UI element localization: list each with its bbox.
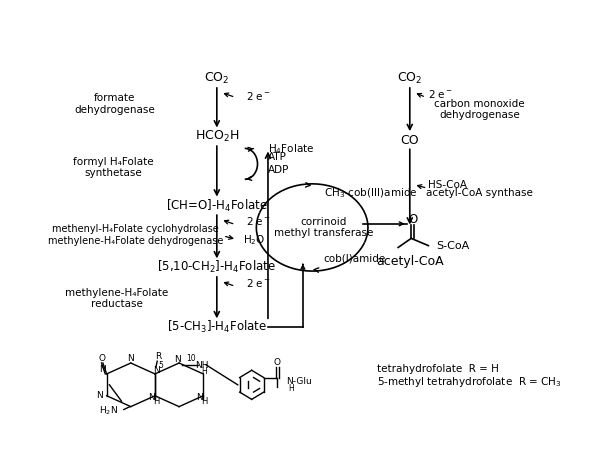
Text: N-Glu: N-Glu [286,377,312,386]
Text: CH$_3$-cob(III)amide: CH$_3$-cob(III)amide [324,186,418,200]
Text: cob(I)amide: cob(I)amide [324,253,386,263]
Text: H$_4$Folate: H$_4$Folate [268,143,314,156]
Text: methenyl-H₄Folate cyclohydrolase
methylene-H₄Folate dehydrogenase: methenyl-H₄Folate cyclohydrolase methyle… [48,224,223,245]
Text: N: N [100,365,106,374]
Text: H: H [201,367,206,376]
Text: N: N [96,391,103,400]
Text: 5-methyl tetrahydrofolate  R = CH$_3$: 5-methyl tetrahydrofolate R = CH$_3$ [377,375,562,389]
Text: H: H [288,384,294,393]
Text: 2 e$^-$: 2 e$^-$ [246,90,271,101]
Text: CO$_2$: CO$_2$ [204,71,229,86]
Text: H: H [153,396,159,405]
Text: NH: NH [194,362,208,371]
Text: R: R [155,352,162,361]
Text: N: N [153,366,160,375]
Text: 10: 10 [186,354,196,363]
Text: CO: CO [400,134,419,147]
Text: H$_2$O: H$_2$O [244,234,266,247]
Text: 5: 5 [158,362,163,371]
Text: N: N [174,355,181,364]
Text: [CH=O]-H$_4$Folate: [CH=O]-H$_4$Folate [166,198,268,214]
Text: carbon monoxide
dehydrogenase: carbon monoxide dehydrogenase [434,99,525,120]
Text: O: O [99,354,106,363]
Text: HS-CoA: HS-CoA [428,179,467,190]
Text: S-CoA: S-CoA [436,241,470,252]
Text: N: N [197,393,203,402]
Text: N: N [127,354,134,363]
Text: O: O [408,213,417,226]
Text: ATP: ATP [268,152,287,161]
Text: acetyl-CoA synthase: acetyl-CoA synthase [426,188,533,198]
Text: corrinoid
methyl transferase: corrinoid methyl transferase [274,217,373,238]
Text: N: N [148,393,155,402]
Text: formate
dehydrogenase: formate dehydrogenase [74,93,155,115]
Text: [5,10-CH$_2$]-H$_4$Folate: [5,10-CH$_2$]-H$_4$Folate [157,260,276,276]
Text: acetyl-CoA: acetyl-CoA [376,255,443,269]
Text: HCO$_2$H: HCO$_2$H [195,129,239,144]
Text: ADP: ADP [268,165,289,175]
Text: CO$_2$: CO$_2$ [397,71,422,86]
Text: H: H [201,396,208,405]
Text: 2 e$^-$: 2 e$^-$ [246,277,271,289]
Text: [5-CH$_3$]-H$_4$Folate: [5-CH$_3$]-H$_4$Folate [167,320,267,336]
Text: 2 e$^-$: 2 e$^-$ [246,215,271,227]
Text: H$_2$N: H$_2$N [99,404,118,416]
Text: O: O [274,358,281,367]
Text: tetrahydrofolate  R = H: tetrahydrofolate R = H [377,364,499,374]
Text: 2 e$^-$: 2 e$^-$ [428,88,454,100]
Text: methylene-H₄Folate
reductase: methylene-H₄Folate reductase [65,287,169,309]
Text: formyl H₄Folate
synthetase: formyl H₄Folate synthetase [73,157,154,178]
